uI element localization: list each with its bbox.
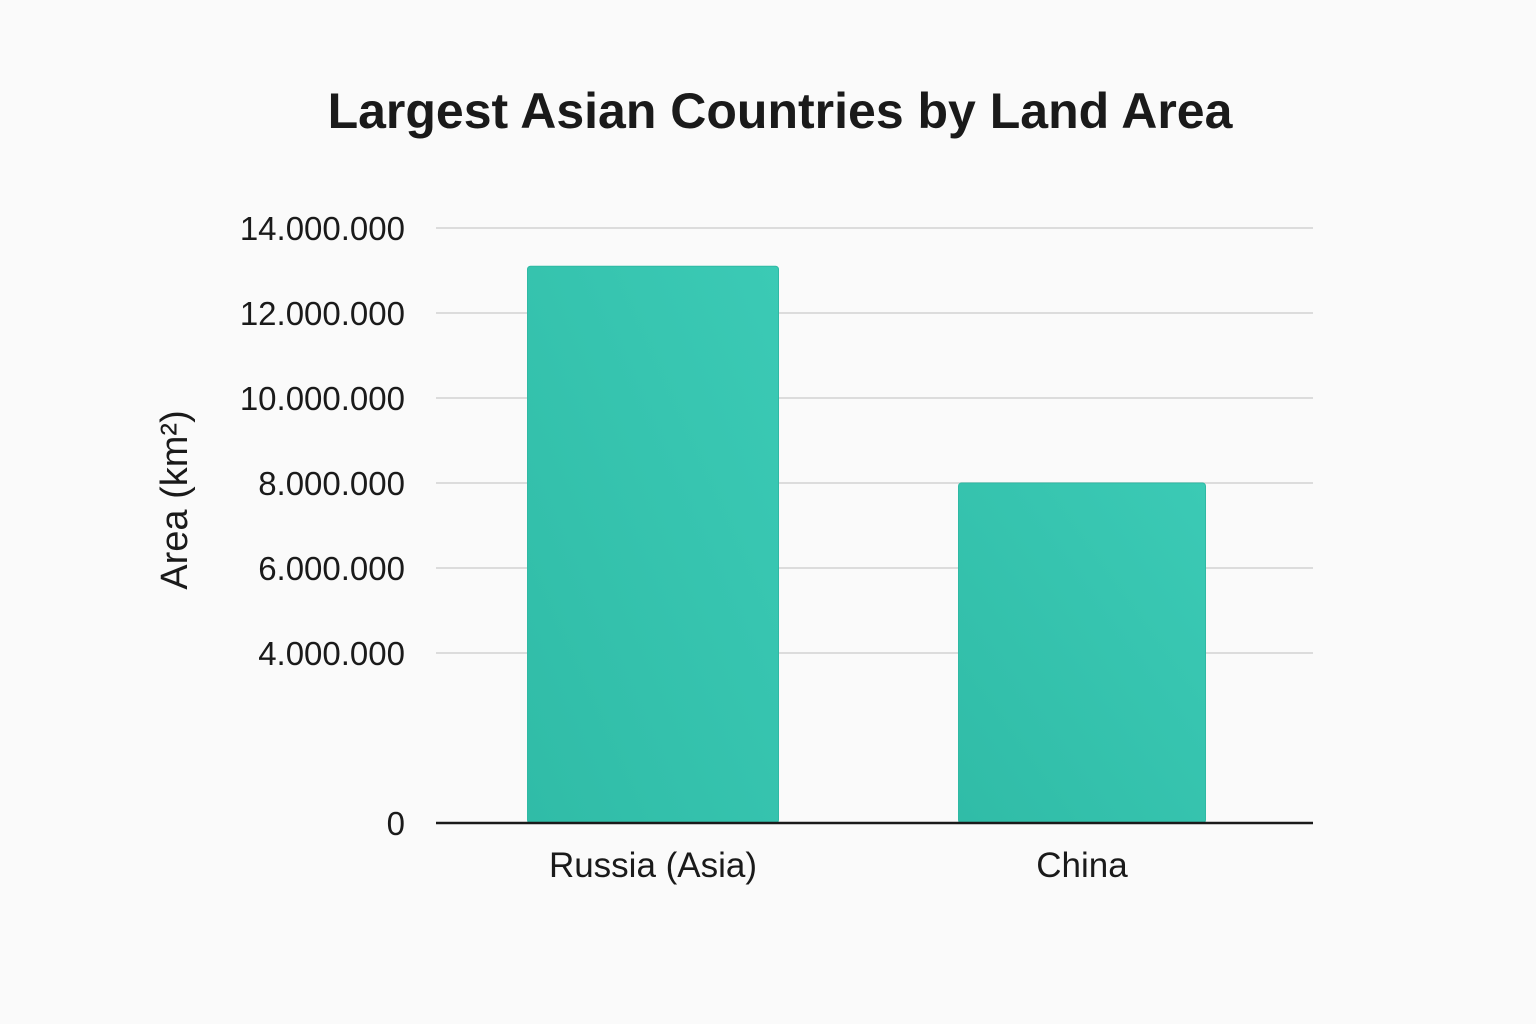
bar bbox=[527, 265, 779, 824]
x-category-label: Russia (Asia) bbox=[549, 846, 757, 885]
bar bbox=[958, 482, 1206, 824]
bars bbox=[527, 265, 1206, 824]
y-tick-label: 4.000.000 bbox=[258, 635, 405, 672]
y-tick-label: 14.000.000 bbox=[240, 210, 405, 247]
y-tick-label: 12.000.000 bbox=[240, 295, 405, 332]
y-tick-label: 10.000.000 bbox=[240, 380, 405, 417]
chart-title: Largest Asian Countries by Land Area bbox=[328, 83, 1234, 139]
y-axis-title: Area (km²) bbox=[154, 410, 196, 589]
y-tick-label: 8.000.000 bbox=[258, 465, 405, 502]
y-axis: 0 4.000.000 6.000.000 8.000.000 10.000.000 12… bbox=[240, 210, 405, 842]
x-axis: Russia (Asia) China bbox=[436, 821, 1313, 885]
x-category-label: China bbox=[1036, 846, 1128, 885]
y-tick-label: 0 bbox=[387, 805, 405, 842]
y-tick-label: 6.000.000 bbox=[258, 550, 405, 587]
